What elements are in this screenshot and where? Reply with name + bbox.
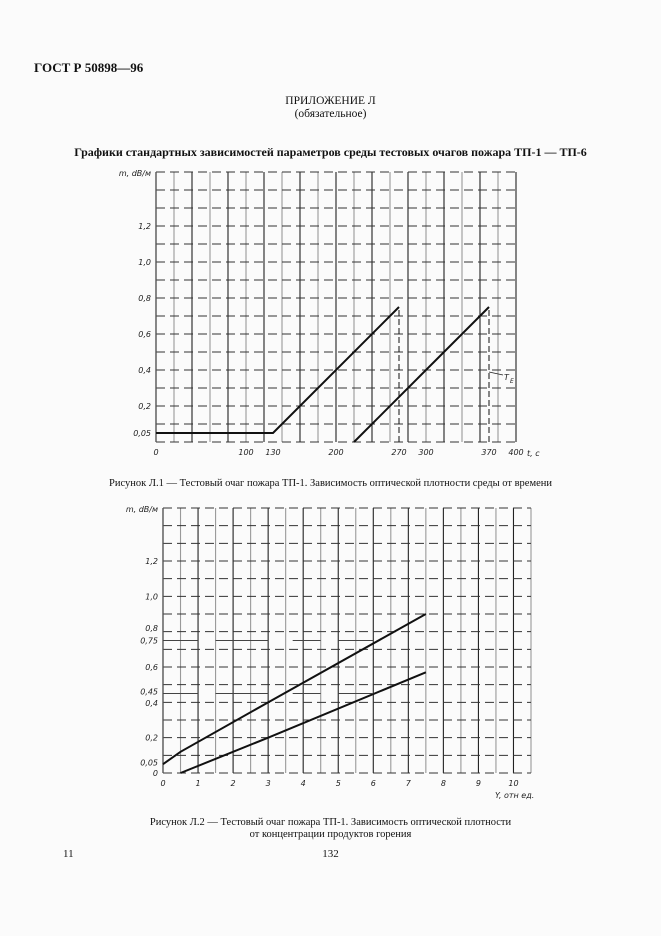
- svg-text:0,8: 0,8: [145, 624, 158, 633]
- figure-2-caption-line-1: Рисунок Л.2 — Тестовый очаг пожара ТП-1.…: [149, 817, 512, 828]
- appendix-note: (обязательное): [294, 108, 367, 120]
- svg-text:m, dB/м: m, dB/м: [126, 505, 158, 514]
- figure-2-caption: Рисунок Л.2 — Тестовый очаг пожара ТП-1.…: [0, 817, 661, 841]
- svg-text:Y, отн ед.: Y, отн ед.: [495, 791, 534, 800]
- svg-text:0: 0: [153, 769, 158, 778]
- svg-text:0,05: 0,05: [140, 758, 158, 767]
- svg-text:0: 0: [160, 779, 165, 788]
- svg-text:200: 200: [328, 448, 343, 457]
- svg-text:0,4: 0,4: [145, 699, 158, 708]
- svg-text:6: 6: [371, 779, 376, 788]
- svg-text:0,45: 0,45: [140, 688, 158, 697]
- svg-text:0,75: 0,75: [140, 637, 158, 646]
- page-number-center: 132: [322, 848, 339, 860]
- figure-2-caption-line-2: от концентрации продуктов горения: [249, 829, 412, 840]
- svg-text:1,2: 1,2: [138, 222, 151, 231]
- svg-text:370: 370: [481, 448, 496, 457]
- svg-text:E: E: [510, 378, 514, 385]
- figure-1-caption: Рисунок Л.1 — Тестовый очаг пожара ТП-1.…: [109, 478, 552, 489]
- svg-text:T: T: [504, 373, 510, 382]
- svg-text:0: 0: [153, 448, 158, 457]
- svg-text:400: 400: [508, 448, 523, 457]
- svg-text:10: 10: [508, 779, 518, 788]
- svg-text:4: 4: [301, 779, 306, 788]
- svg-text:0,8: 0,8: [138, 294, 151, 303]
- appendix-title: ПРИЛОЖЕНИЕ Л: [285, 95, 376, 107]
- page-number-left: 11: [63, 848, 74, 860]
- svg-text:m, dB/м: m, dB/м: [119, 169, 151, 178]
- svg-text:1,2: 1,2: [145, 557, 158, 566]
- svg-text:0,2: 0,2: [138, 402, 151, 411]
- svg-text:1,0: 1,0: [145, 592, 158, 601]
- svg-text:3: 3: [266, 779, 271, 788]
- section-title: Графики стандартных зависимостей парамет…: [74, 145, 587, 159]
- svg-text:0,05: 0,05: [133, 429, 151, 438]
- svg-text:5: 5: [336, 779, 341, 788]
- svg-text:0,6: 0,6: [138, 330, 151, 339]
- svg-text:0,6: 0,6: [145, 663, 158, 672]
- svg-text:2: 2: [231, 779, 236, 788]
- svg-text:100: 100: [238, 448, 253, 457]
- svg-text:0,2: 0,2: [145, 734, 158, 743]
- svg-text:300: 300: [418, 448, 433, 457]
- svg-text:1: 1: [196, 779, 201, 788]
- svg-text:0,4: 0,4: [138, 366, 151, 375]
- svg-text:1,0: 1,0: [138, 258, 151, 267]
- standard-number: ГОСТ Р 50898—96: [34, 60, 144, 75]
- svg-text:130: 130: [265, 448, 280, 457]
- svg-text:t, c: t, c: [527, 449, 540, 458]
- svg-text:9: 9: [476, 779, 481, 788]
- svg-text:270: 270: [391, 448, 406, 457]
- svg-text:7: 7: [406, 779, 412, 788]
- appendix-heading: ПРИЛОЖЕНИЕ Л (обязательное): [0, 95, 661, 121]
- svg-text:8: 8: [441, 779, 446, 788]
